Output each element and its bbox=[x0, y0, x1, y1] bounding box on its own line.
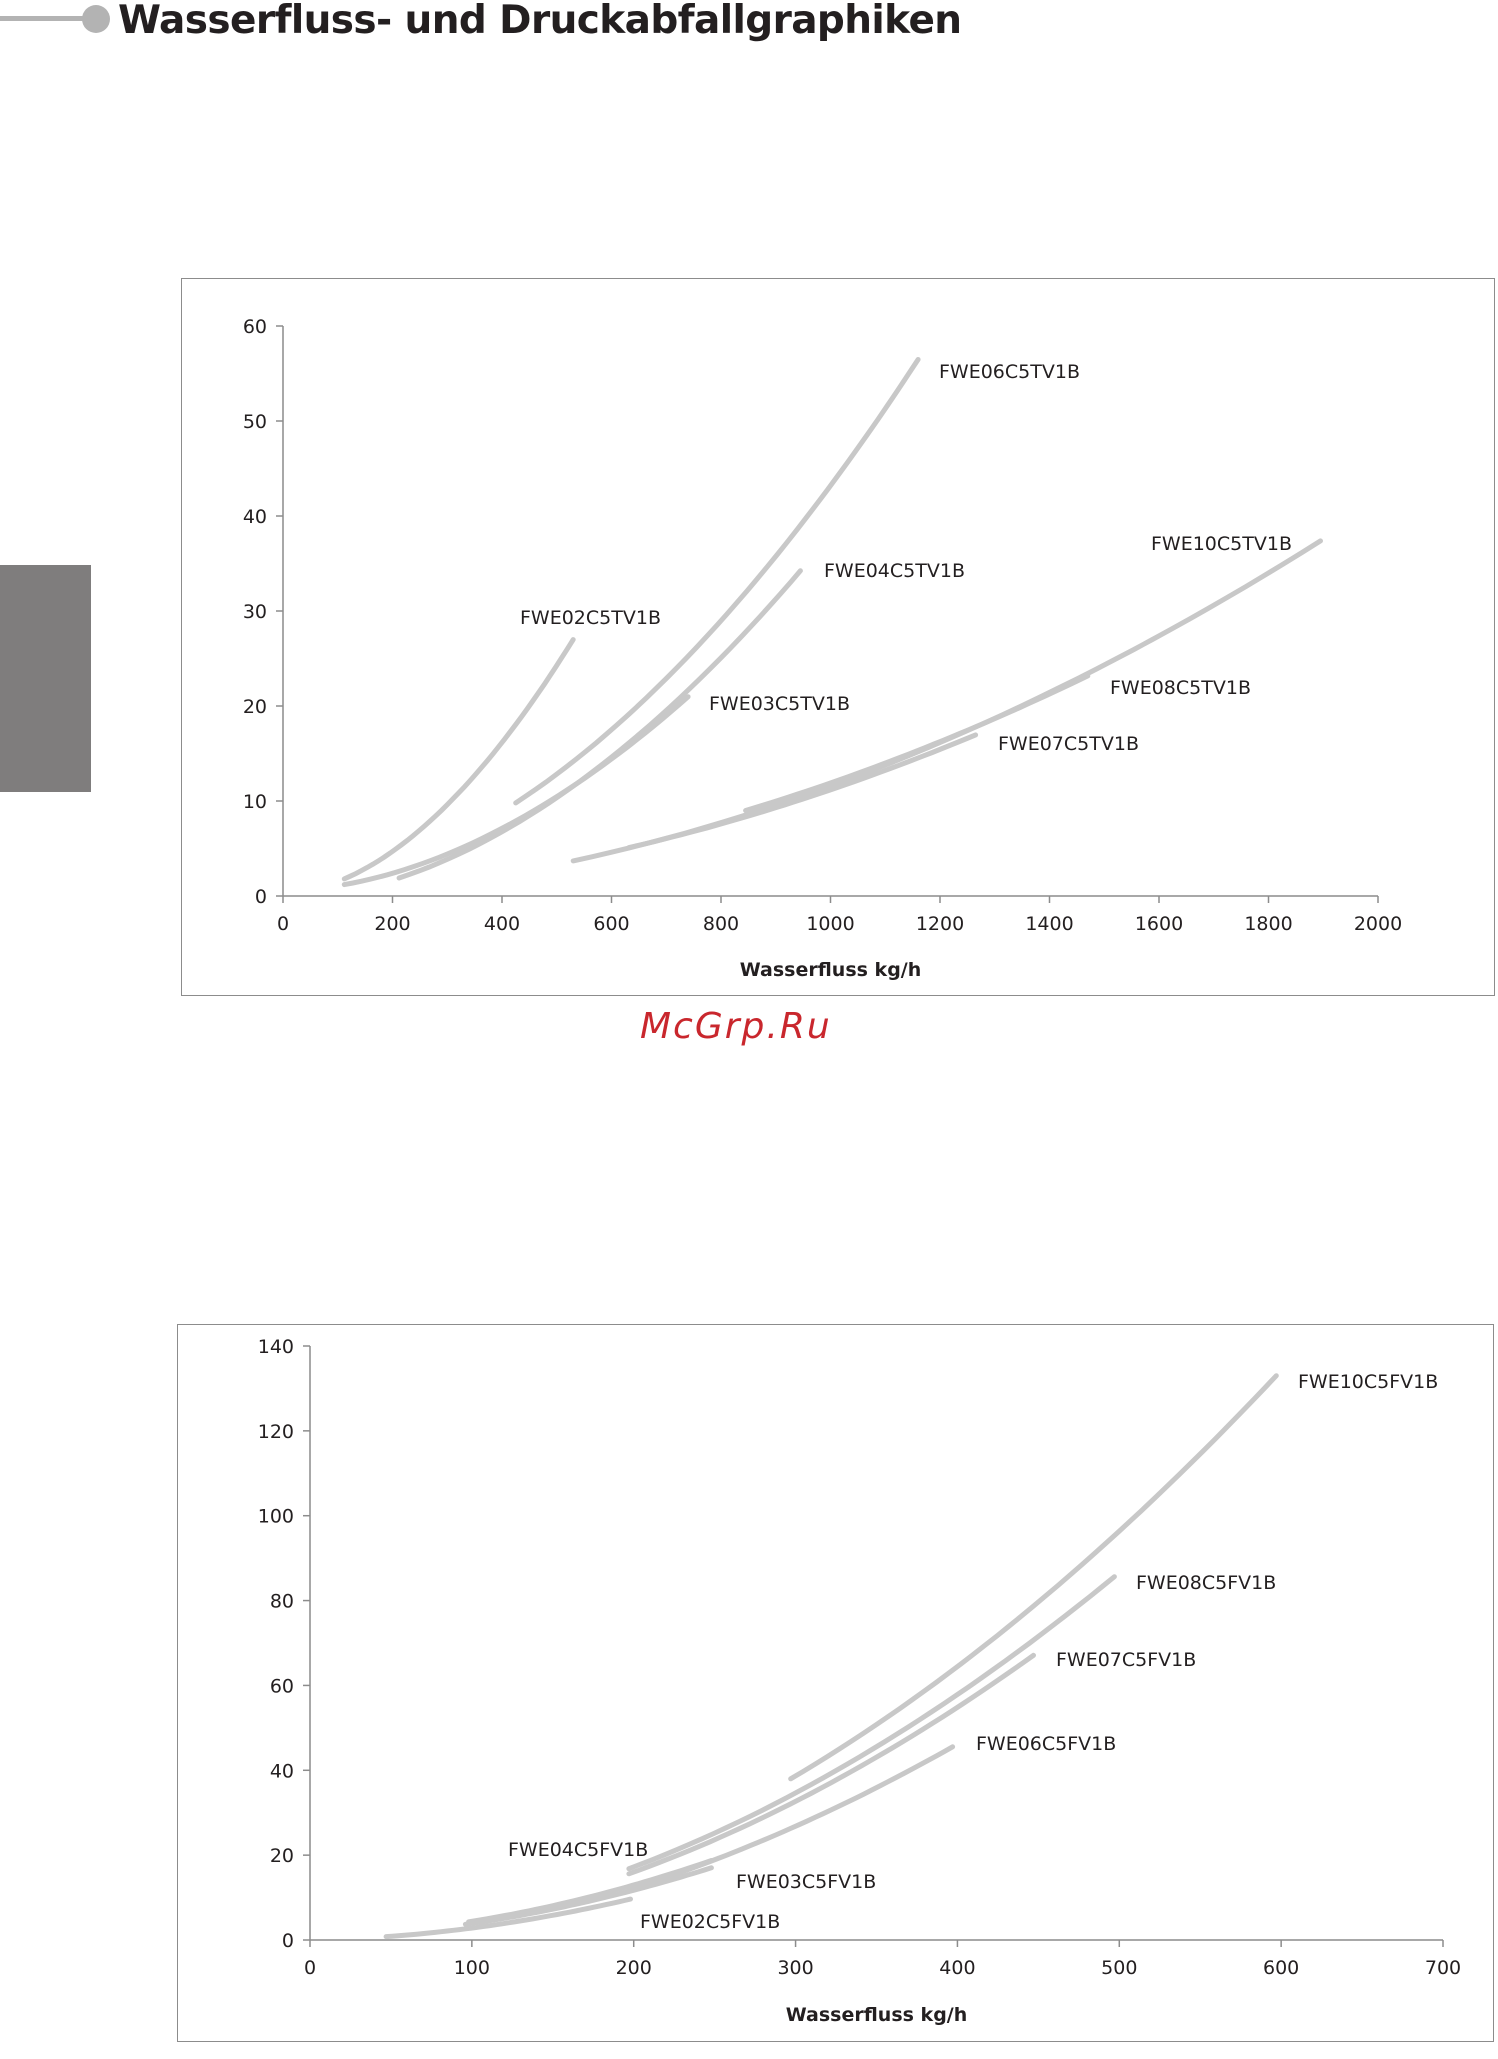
chart-1-series-label-fwe06c5tv1b: FWE06C5TV1B bbox=[939, 361, 1080, 383]
chart-1-y-tick-label: 30 bbox=[243, 601, 267, 623]
chart-1-x-tick-label: 2000 bbox=[1354, 913, 1402, 935]
page-header: Wasserfluss- und Druckabfallgraphiken bbox=[0, 0, 1000, 50]
chart-1-x-tick-label: 400 bbox=[484, 913, 520, 935]
chart-1-x-tick-label: 1400 bbox=[1025, 913, 1073, 935]
chart-2-x-tick-label: 100 bbox=[454, 1957, 490, 1979]
chart-1-y-tick-label: 0 bbox=[255, 886, 267, 908]
chart-2-series-label-fwe08c5fv1b: FWE08C5FV1B bbox=[1136, 1572, 1276, 1594]
chart-2-series-label-fwe04c5fv1b: FWE04C5FV1B bbox=[508, 1839, 648, 1861]
chart-2-series-label-fwe06c5fv1b: FWE06C5FV1B bbox=[976, 1733, 1116, 1755]
chart-2-y-tick-label: 120 bbox=[258, 1421, 294, 1443]
chart-1-x-tick-label: 1000 bbox=[806, 913, 854, 935]
chart-1-x-tick-label: 1800 bbox=[1244, 913, 1292, 935]
page-title: Wasserfluss- und Druckabfallgraphiken bbox=[118, 0, 962, 43]
header-bullet-icon bbox=[82, 5, 110, 33]
chart-1-series-label-fwe07c5tv1b: FWE07C5TV1B bbox=[998, 733, 1139, 755]
chart-1-series-label-fwe08c5tv1b: FWE08C5TV1B bbox=[1110, 677, 1251, 699]
chart-2-y-tick-label: 40 bbox=[270, 1760, 294, 1782]
chart-1-y-tick-label: 10 bbox=[243, 791, 267, 813]
chart-2-x-tick-label: 300 bbox=[777, 1957, 813, 1979]
chart-2-y-tick-label: 140 bbox=[258, 1336, 294, 1358]
chart-2-frame bbox=[177, 1324, 1494, 2042]
chart-2-y-tick-label: 20 bbox=[270, 1845, 294, 1867]
chart-2-curve-fwe02c5fv1b bbox=[383, 1896, 633, 1940]
chart-1-series-label-fwe03c5tv1b: FWE03C5TV1B bbox=[709, 693, 850, 715]
chart-1-x-axis-title: Wasserfluss kg/h bbox=[740, 959, 922, 981]
watermark-text: McGrp.Ru bbox=[640, 1006, 832, 1047]
chart-2-curve-fwe08c5fv1b bbox=[626, 1574, 1117, 1872]
chart-2-y-tick-label: 100 bbox=[258, 1506, 294, 1528]
chart-1-y-tick-label: 60 bbox=[243, 316, 267, 338]
chart-1-x-tick-label: 800 bbox=[703, 913, 739, 935]
chart-2-x-tick-label: 400 bbox=[939, 1957, 975, 1979]
chart-2-series-label-fwe03c5fv1b: FWE03C5FV1B bbox=[736, 1871, 876, 1893]
chart-1-curve-fwe02c5tv1b bbox=[341, 637, 576, 882]
chart-2-series-label-fwe10c5fv1b: FWE10C5FV1B bbox=[1298, 1371, 1438, 1393]
chart-2-curve-fwe07c5fv1b bbox=[626, 1652, 1036, 1877]
chart-2-y-tick-label: 80 bbox=[270, 1591, 294, 1613]
chart-1-series-label-fwe10c5tv1b: FWE10C5TV1B bbox=[1151, 533, 1292, 555]
chart-2-curve-fwe03c5fv1b bbox=[462, 1865, 714, 1927]
chart-2-x-tick-label: 700 bbox=[1425, 1957, 1461, 1979]
chart-2-x-tick-label: 500 bbox=[1101, 1957, 1137, 1979]
chart-1-x-tick-label: 200 bbox=[374, 913, 410, 935]
chart-1-series-label-fwe04c5tv1b: FWE04C5TV1B bbox=[824, 560, 965, 582]
chart-2-y-tick-label: 0 bbox=[282, 1930, 294, 1952]
chart-1-y-tick-label: 40 bbox=[243, 506, 267, 528]
chart-1-x-tick-label: 1200 bbox=[916, 913, 964, 935]
chart-2-x-axis-title: Wasserfluss kg/h bbox=[786, 2004, 968, 2026]
chart-2-series-label-fwe07c5fv1b: FWE07C5FV1B bbox=[1056, 1649, 1196, 1671]
chart-1-x-tick-label: 1600 bbox=[1135, 913, 1183, 935]
chart-2-x-tick-label: 200 bbox=[616, 1957, 652, 1979]
chart-1-x-tick-label: 600 bbox=[593, 913, 629, 935]
chart-2-x-tick-label: 0 bbox=[304, 1957, 316, 1979]
chart-1-series-label-fwe02c5tv1b: FWE02C5TV1B bbox=[520, 607, 661, 629]
chart-2-series-label-fwe02c5fv1b: FWE02C5FV1B bbox=[640, 1911, 780, 1933]
chart-2-x-tick-label: 600 bbox=[1263, 1957, 1299, 1979]
header-accent-line bbox=[0, 16, 92, 21]
side-section-tab bbox=[0, 565, 91, 792]
chart-1-curve-fwe10c5tv1b bbox=[570, 538, 1323, 864]
chart-2-y-tick-label: 60 bbox=[270, 1675, 294, 1697]
chart-1-curve-fwe06c5tv1b bbox=[513, 357, 921, 806]
chart-1-y-tick-label: 20 bbox=[243, 696, 267, 718]
chart-2-curve-fwe10c5fv1b bbox=[788, 1373, 1279, 1782]
chart-1-x-tick-label: 0 bbox=[277, 913, 289, 935]
chart-1-curve-fwe04c5tv1b bbox=[396, 568, 803, 881]
chart-1-y-tick-label: 50 bbox=[243, 411, 267, 433]
chart-2-curve-fwe06c5fv1b bbox=[626, 1744, 956, 1892]
